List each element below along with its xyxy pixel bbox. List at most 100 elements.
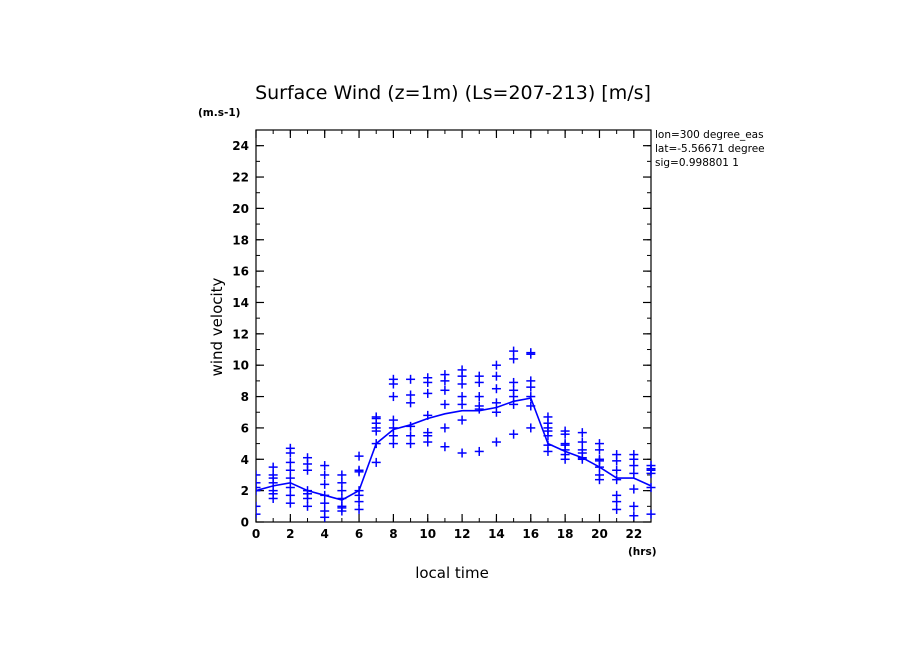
- scatter-point: [256, 501, 261, 511]
- y-tick-label: 8: [241, 390, 249, 404]
- scatter-point: [543, 440, 553, 450]
- y-tick-label: 6: [241, 421, 249, 435]
- info-line-lon: lon=300 degree_eas: [655, 129, 764, 141]
- scatter-point: [629, 468, 639, 478]
- scatter-point: [337, 470, 347, 480]
- y-tick-label: 16: [232, 265, 249, 279]
- x-tick-label: 6: [355, 527, 363, 541]
- scatter-point: [285, 473, 295, 483]
- scatter-point: [285, 498, 295, 508]
- y-tick-label: 2: [241, 484, 249, 498]
- scatter-point: [440, 423, 450, 433]
- scatter-point: [320, 506, 330, 516]
- scatter-point: [440, 442, 450, 452]
- scatter-point: [594, 454, 604, 464]
- scatter-point: [406, 439, 416, 449]
- scatter-point: [371, 457, 381, 467]
- plot-frame: [255, 129, 652, 523]
- scatter-point: [526, 376, 536, 386]
- y-tick-label: 4: [241, 453, 249, 467]
- scatter-point: [457, 415, 467, 425]
- scatter-point: [406, 374, 416, 384]
- y-tick-label: 0: [241, 516, 249, 530]
- y-tick-label: 10: [232, 359, 249, 373]
- scatter-point: [320, 490, 330, 500]
- scatter-point: [256, 509, 261, 519]
- scatter-point: [371, 412, 381, 422]
- data-marks: [256, 346, 656, 522]
- scatter-point: [612, 490, 622, 500]
- scatter-point: [388, 374, 398, 384]
- scatter-point: [509, 377, 519, 387]
- scatter-point: [268, 489, 278, 499]
- scatter-point: [543, 412, 553, 422]
- scatter-point: [337, 493, 347, 503]
- scatter-point: [406, 390, 416, 400]
- info-line-lat: lat=-5.56671 degree: [655, 143, 765, 155]
- y-tick-label: 22: [232, 171, 249, 185]
- scatter-point: [594, 439, 604, 449]
- scatter-point: [423, 373, 433, 383]
- scatter-point: [509, 429, 519, 439]
- x-tick-label: 4: [321, 527, 329, 541]
- scatter-point: [457, 379, 467, 389]
- scatter-point: [268, 462, 278, 472]
- scatter-point: [577, 437, 587, 447]
- scatter-point: [646, 509, 656, 519]
- scatter-point: [354, 451, 364, 461]
- scatter-point: [406, 398, 416, 408]
- scatter-point: [457, 448, 467, 458]
- scatter-point: [406, 421, 416, 431]
- scatter-point: [629, 511, 639, 521]
- scatter-point: [457, 392, 467, 402]
- scatter-point: [285, 465, 295, 475]
- scatter-point: [509, 385, 519, 395]
- scatter-point: [612, 504, 622, 514]
- y-unit-label: (m.s-1): [198, 107, 240, 119]
- scatter-point: [406, 431, 416, 441]
- x-tick-label: 2: [286, 527, 294, 541]
- scatter-point: [423, 410, 433, 420]
- scatter-point: [560, 439, 570, 449]
- x-tick-label: 18: [557, 527, 574, 541]
- y-tick-label: 24: [232, 139, 249, 153]
- scatter-point: [256, 478, 261, 488]
- scatter-point: [320, 479, 330, 489]
- scatter-point: [268, 473, 278, 483]
- scatter-point: [354, 465, 364, 475]
- scatter-point: [509, 346, 519, 356]
- mean-wind-line: [256, 397, 652, 501]
- scatter-point: [337, 478, 347, 488]
- scatter-point: [388, 415, 398, 425]
- x-tick-label: 22: [625, 527, 642, 541]
- y-tick-label: 20: [232, 202, 249, 216]
- scatter-point: [526, 401, 536, 411]
- scatter-point: [474, 392, 484, 402]
- x-unit-label: (hrs): [628, 546, 657, 558]
- scatter-point: [285, 483, 295, 493]
- scatter-point: [371, 439, 381, 449]
- scatter-point: [526, 392, 536, 402]
- scatter-point: [526, 348, 536, 358]
- scatter-point: [423, 388, 433, 398]
- scatter-point: [285, 457, 295, 467]
- scatter-point: [612, 475, 622, 485]
- scatter-point: [285, 490, 295, 500]
- scatter-point: [491, 398, 501, 408]
- scatter-point: [388, 439, 398, 449]
- scatter-point: [577, 428, 587, 438]
- info-line-sig: sig=0.998801 1: [655, 157, 739, 169]
- scatter-point: [440, 385, 450, 395]
- x-tick-label: 12: [454, 527, 471, 541]
- scatter-point: [629, 484, 639, 494]
- scatter-point: [337, 501, 347, 511]
- scatter-point: [474, 446, 484, 456]
- scatter-point: [491, 384, 501, 394]
- x-tick-label: 16: [522, 527, 539, 541]
- scatter-point: [320, 498, 330, 508]
- scatter-point: [320, 461, 330, 471]
- scatter-point: [491, 407, 501, 417]
- scatter-point: [646, 461, 656, 471]
- scatter-point: [303, 501, 313, 511]
